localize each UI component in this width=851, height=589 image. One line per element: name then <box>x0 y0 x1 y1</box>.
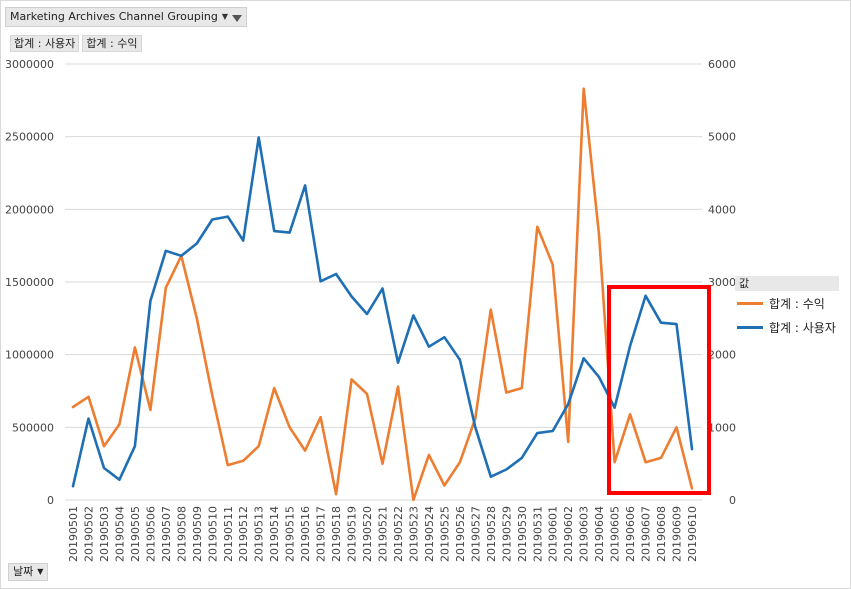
value-field-revenue-button[interactable]: 합계 : 수익 <box>82 35 142 52</box>
y-left-tick-label: 2500000 <box>5 131 54 144</box>
legend-header: 값 <box>735 276 839 291</box>
x-tick-label: 20190511 <box>222 506 235 562</box>
legend-item-revenue: 합계 : 수익 <box>735 291 839 315</box>
x-tick-label: 20190527 <box>469 506 482 562</box>
x-tick-label: 20190501 <box>67 506 80 562</box>
x-tick-label: 20190606 <box>624 506 637 562</box>
x-tick-label: 20190521 <box>377 506 390 562</box>
y-left-tick-label: 0 <box>47 494 54 507</box>
y-right-tick-label: 6000 <box>708 58 736 71</box>
series-line-users <box>71 136 694 488</box>
x-tick-label: 20190519 <box>346 506 359 562</box>
report-filter-label: Marketing Archives Channel Grouping <box>10 10 218 23</box>
axis-field-button[interactable]: 날짜 ▼ <box>8 563 49 581</box>
report-filter-button[interactable]: Marketing Archives Channel Grouping ▼ <box>5 7 248 27</box>
x-tick-label: 20190603 <box>578 506 591 562</box>
x-tick-label: 20190512 <box>237 506 250 562</box>
x-tick-label: 20190609 <box>671 506 684 562</box>
y-right-tick-label: 1000 <box>708 421 736 434</box>
x-tick-label: 20190529 <box>500 506 513 562</box>
legend-label-revenue: 합계 : 수익 <box>769 296 825 311</box>
x-tick-label: 20190516 <box>299 506 312 562</box>
value-field-buttons: 합계 : 사용자 합계 : 수익 <box>10 35 142 52</box>
x-tick-label: 20190522 <box>392 506 405 562</box>
x-tick-label: 20190602 <box>562 506 575 562</box>
x-tick-label: 20190514 <box>268 506 281 562</box>
x-tick-label: 20190506 <box>144 506 157 562</box>
x-tick-label: 20190517 <box>315 506 328 562</box>
legend-item-users: 합계 : 사용자 <box>735 315 839 339</box>
x-tick-label: 20190604 <box>593 506 606 562</box>
x-tick-label: 20190605 <box>609 506 622 562</box>
x-tick-label: 20190530 <box>516 506 529 562</box>
y-left-tick-label: 500000 <box>12 421 54 434</box>
y-right-tick-label: 4000 <box>708 203 736 216</box>
x-tick-label: 20190509 <box>191 506 204 562</box>
y-right-tick-label: 5000 <box>708 131 736 144</box>
x-tick-label: 20190523 <box>407 506 420 562</box>
x-tick-label: 20190515 <box>284 506 297 562</box>
dropdown-arrow-icon: ▼ <box>37 567 44 576</box>
y-left-tick-label: 1500000 <box>5 276 54 289</box>
x-tick-label: 20190510 <box>206 506 219 562</box>
x-tick-label: 20190526 <box>454 506 467 562</box>
y-left-tick-label: 1000000 <box>5 349 54 362</box>
x-tick-label: 20190507 <box>160 506 173 562</box>
x-tick-label: 20190505 <box>129 506 142 562</box>
x-tick-label: 20190513 <box>253 506 266 562</box>
value-field-users-button[interactable]: 합계 : 사용자 <box>10 35 80 52</box>
y-left-tick-label: 2000000 <box>5 203 54 216</box>
legend-label-users: 합계 : 사용자 <box>769 320 836 335</box>
x-tick-label: 20190528 <box>485 506 498 562</box>
x-tick-label: 20190502 <box>82 506 95 562</box>
axis-field-label: 날짜 <box>13 565 34 578</box>
y-right-tick-label: 0 <box>729 494 736 507</box>
series-line-revenue <box>71 87 694 502</box>
x-tick-label: 20190608 <box>655 506 668 562</box>
y-right-tick-label: 3000 <box>708 276 736 289</box>
x-tick-label: 20190504 <box>113 506 126 562</box>
chart-legend: 값 합계 : 수익 합계 : 사용자 <box>735 276 839 339</box>
x-tick-label: 20190607 <box>640 506 653 562</box>
filter-funnel-icon <box>232 14 243 22</box>
dropdown-arrow-icon: ▼ <box>221 12 229 21</box>
x-tick-label: 20190518 <box>330 506 343 562</box>
legend-swatch-revenue <box>737 301 763 305</box>
x-tick-label: 20190524 <box>423 506 436 562</box>
x-tick-label: 20190525 <box>438 506 451 562</box>
highlight-rectangle <box>607 285 711 495</box>
x-tick-label: 20190508 <box>175 506 188 562</box>
x-tick-label: 20190531 <box>531 506 544 562</box>
x-tick-label: 20190520 <box>361 506 374 562</box>
x-tick-label: 20190601 <box>547 506 560 562</box>
y-right-tick-label: 2000 <box>708 349 736 362</box>
y-left-tick-label: 3000000 <box>5 58 54 71</box>
legend-swatch-users <box>737 325 763 329</box>
x-tick-label: 20190610 <box>686 506 699 562</box>
x-tick-label: 20190503 <box>98 506 111 562</box>
